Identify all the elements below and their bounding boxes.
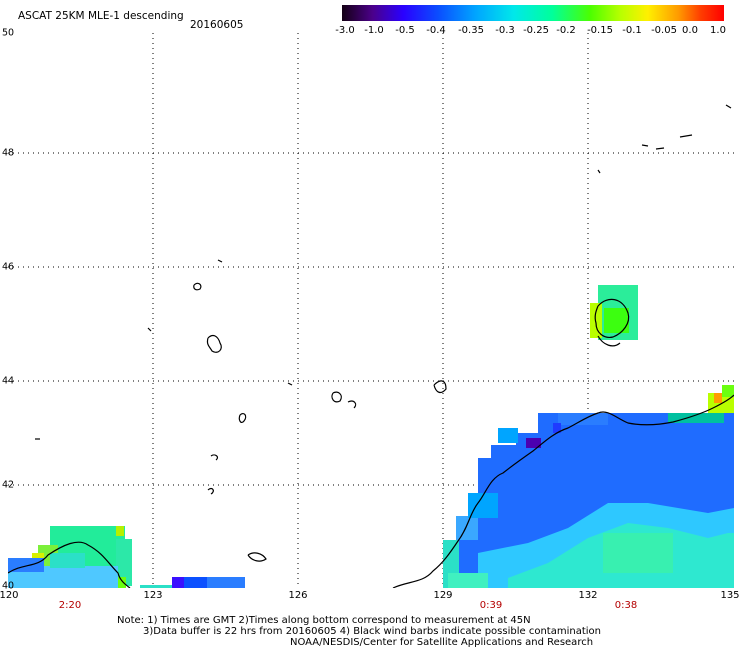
map-panel <box>7 33 735 589</box>
colorbar-label: -0.2 <box>556 25 576 36</box>
colorbar-label: -0.4 <box>426 25 446 36</box>
coastlines <box>7 104 735 589</box>
time-label: 2:20 <box>58 600 82 611</box>
colorbar-label: -3.0 <box>335 25 355 36</box>
colorbar-label: -0.3 <box>495 25 515 36</box>
lat-label: 50 <box>2 27 15 39</box>
colorbar-label: -1.0 <box>364 25 384 36</box>
product-date: 20160605 <box>190 19 244 31</box>
colorbar-label: -0.05 <box>651 25 677 36</box>
colorbar-label: -0.15 <box>587 25 613 36</box>
colorbar-label: -0.25 <box>523 25 549 36</box>
product-title: ASCAT 25KM MLE-1 descending <box>18 10 184 22</box>
colorbar <box>342 5 724 21</box>
note-line-2: 3)Data buffer is 22 hrs from 20160605 4)… <box>143 626 601 637</box>
time-label: 0:38 <box>614 600 638 611</box>
lon-label: 132 <box>578 590 598 601</box>
colorbar-label: 0.0 <box>682 25 698 36</box>
colorbar-label: 1.0 <box>710 25 726 36</box>
colorbar-label: -0.5 <box>395 25 415 36</box>
lon-label: 123 <box>143 590 163 601</box>
lat-label: 40 <box>2 580 15 592</box>
note-line-3: NOAA/NESDIS/Center for Satellite Applica… <box>290 637 594 648</box>
map-svg <box>7 33 735 589</box>
lat-label: 44 <box>2 375 15 387</box>
wind-swath-west <box>8 526 132 588</box>
lon-label: 126 <box>288 590 308 601</box>
time-label: 0:39 <box>479 600 503 611</box>
lat-label: 42 <box>2 479 15 491</box>
lon-label: 120 <box>0 590 19 601</box>
colorbar-label: -0.1 <box>622 25 642 36</box>
wind-swath-mid <box>140 577 245 588</box>
lon-label: 129 <box>433 590 453 601</box>
lon-label: 135 <box>720 590 740 601</box>
lat-label: 48 <box>2 147 15 159</box>
lat-label: 46 <box>2 261 15 273</box>
colorbar-label: -0.35 <box>458 25 484 36</box>
wind-swath-east <box>443 385 734 588</box>
note-line-1: Note: 1) Times are GMT 2)Times along bot… <box>117 615 531 626</box>
wind-swath-island <box>590 285 638 340</box>
